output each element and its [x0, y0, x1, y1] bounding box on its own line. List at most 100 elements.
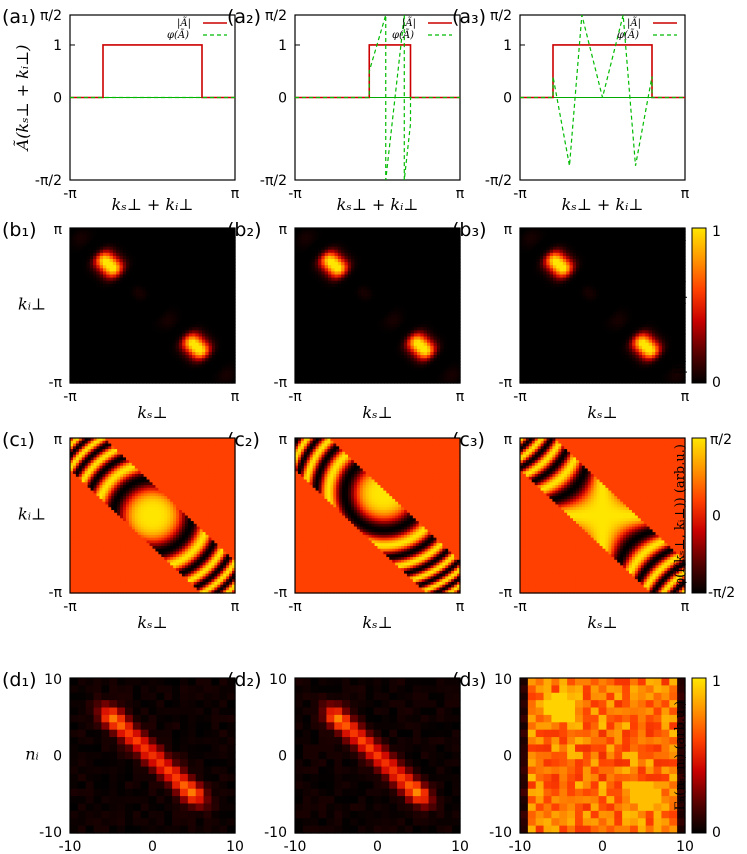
heatmap-cell — [132, 361, 137, 365]
heatmap-cell — [351, 376, 355, 381]
heatmap-cell — [73, 314, 78, 319]
heatmap-cell — [400, 305, 405, 310]
heatmap-cell — [218, 259, 223, 263]
heatmap-cell — [311, 305, 316, 310]
heatmap-cell — [443, 259, 448, 263]
heatmap-cell — [215, 345, 220, 350]
heatmap-cell — [337, 268, 342, 272]
heatmap-cell — [364, 274, 369, 279]
heatmap-cell — [410, 296, 415, 300]
heatmap-cell — [112, 296, 117, 300]
heatmap-cell — [440, 293, 445, 297]
heatmap-cell — [225, 268, 229, 272]
heatmap-cell — [321, 249, 326, 254]
heatmap-cell — [433, 308, 438, 313]
heatmap-cell — [380, 355, 385, 359]
heatmap-cell — [202, 327, 206, 331]
heatmap-cell — [149, 299, 154, 303]
heatmap-cell — [334, 274, 339, 279]
heatmap-cell — [195, 249, 200, 254]
heatmap-cell — [301, 271, 306, 276]
heatmap-cell — [407, 333, 412, 338]
heatmap-cell — [318, 324, 322, 328]
heatmap-cell — [185, 327, 190, 331]
heatmap-cell — [103, 321, 107, 325]
heatmap-cell — [446, 324, 451, 328]
heatmap-cell — [318, 231, 322, 235]
heatmap-cell — [308, 283, 313, 288]
heatmap-cell — [430, 265, 435, 269]
heatmap-cell — [446, 234, 451, 238]
heatmap-cell — [129, 348, 134, 353]
heatmap-cell — [119, 370, 124, 375]
heatmap-cell — [334, 302, 339, 307]
heatmap-cell — [70, 265, 74, 269]
heatmap-cell — [192, 314, 196, 319]
heatmap-cell — [295, 240, 299, 245]
heatmap-cell — [420, 252, 425, 257]
heatmap-cell — [182, 324, 187, 328]
heatmap-cell — [93, 361, 97, 365]
heatmap-cell — [314, 367, 319, 372]
heatmap-cell — [321, 358, 326, 362]
heatmap-cell — [215, 280, 220, 285]
heatmap-cell — [99, 234, 104, 238]
heatmap-cell — [427, 370, 431, 375]
heatmap-cell — [450, 311, 454, 316]
heatmap-cell — [106, 376, 111, 381]
heatmap-cell — [298, 274, 303, 279]
heatmap-cell — [410, 364, 415, 369]
heatmap-cell — [347, 286, 352, 291]
heatmap-cell — [370, 283, 375, 288]
heatmap-cell — [361, 342, 365, 347]
heatmap-cell — [440, 274, 445, 279]
heatmap-cell — [116, 311, 121, 316]
heatmap-cell — [298, 271, 303, 276]
heatmap-cell — [76, 373, 81, 378]
heatmap-cell — [367, 373, 372, 378]
heatmap-cell — [357, 265, 362, 269]
heatmap-cell — [162, 240, 167, 245]
panel-label-a3: (a₃) — [452, 6, 486, 28]
heatmap-cell — [159, 348, 163, 353]
heatmap-cell — [185, 252, 190, 257]
heatmap-cell — [374, 293, 379, 297]
heatmap-cell — [86, 327, 91, 331]
heatmap-cell — [364, 370, 369, 375]
heatmap-cell — [308, 262, 313, 266]
heatmap-cell — [341, 286, 346, 291]
heatmap-cell — [205, 262, 210, 266]
heatmap-cell — [76, 324, 81, 328]
heatmap-cell — [119, 293, 124, 297]
heatmap-cell — [387, 228, 392, 232]
heatmap-cell — [344, 333, 349, 338]
heatmap-cell — [93, 311, 97, 316]
heatmap-cell — [400, 358, 405, 362]
heatmap-cell — [367, 314, 372, 319]
heatmap-cell — [116, 252, 121, 257]
heatmap-cell — [198, 234, 203, 238]
heatmap-cell — [155, 265, 160, 269]
heatmap-cell — [440, 336, 445, 341]
heatmap-cell — [83, 262, 88, 266]
heatmap-cell — [394, 311, 398, 316]
heatmap-cell — [225, 262, 229, 266]
heatmap-cell — [205, 345, 210, 350]
heatmap-cell — [337, 348, 342, 353]
heatmap-cell — [116, 355, 121, 359]
heatmap-cell — [295, 339, 299, 344]
heatmap-cell — [407, 355, 412, 359]
heatmap-cell — [367, 240, 372, 245]
heatmap-cell — [440, 246, 445, 251]
heatmap-cell — [337, 237, 342, 241]
heatmap-cell — [126, 302, 130, 307]
heatmap-cell — [351, 293, 355, 297]
heatmap-cell — [231, 308, 236, 313]
heatmap-cell — [347, 317, 352, 322]
heatmap-cell — [132, 336, 137, 341]
heatmap-cell — [188, 277, 193, 282]
heatmap-cell — [387, 296, 392, 300]
heatmap-cell — [109, 231, 114, 235]
heatmap-cell — [380, 367, 385, 372]
heatmap-cell — [228, 228, 233, 232]
